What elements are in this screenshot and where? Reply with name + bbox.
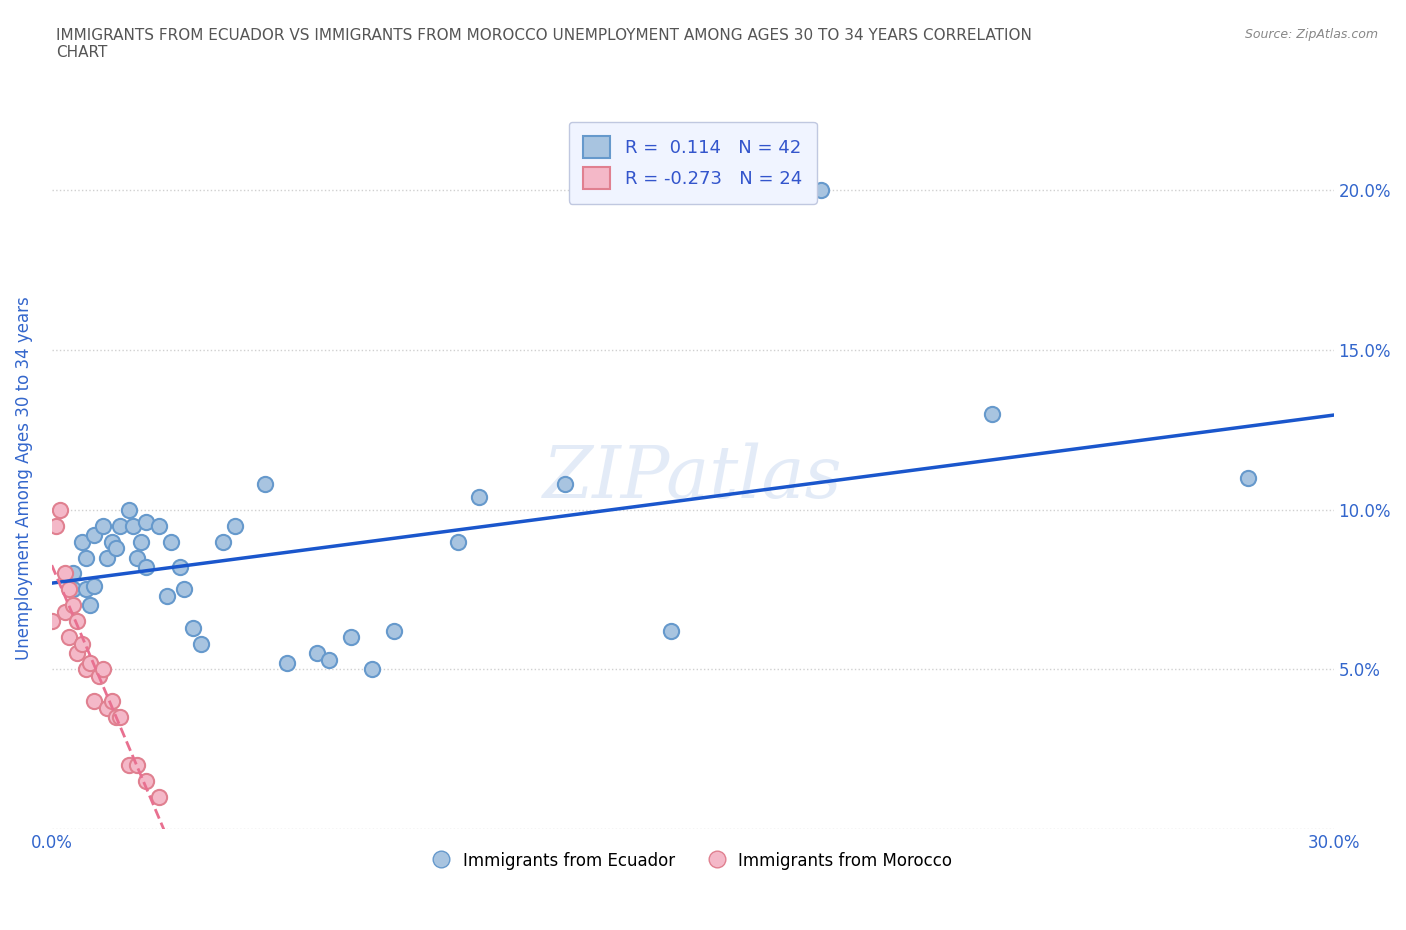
- Immigrants from Morocco: [83, 694, 105, 709]
- Immigrants from Ecuador: [1237, 471, 1260, 485]
- Immigrants from Ecuador: [148, 518, 170, 533]
- Immigrants from Morocco: [70, 636, 93, 651]
- Immigrants from Ecuador: [75, 582, 97, 597]
- Immigrants from Morocco: [87, 668, 110, 683]
- Immigrants from Ecuador: [254, 477, 277, 492]
- Immigrants from Ecuador: [173, 582, 195, 597]
- Immigrants from Morocco: [118, 758, 141, 773]
- Immigrants from Ecuador: [659, 623, 682, 638]
- Immigrants from Ecuador: [276, 656, 298, 671]
- Immigrants from Morocco: [53, 566, 76, 581]
- Legend: Immigrants from Ecuador, Immigrants from Morocco: Immigrants from Ecuador, Immigrants from…: [426, 845, 959, 877]
- Immigrants from Ecuador: [361, 662, 384, 677]
- Immigrants from Ecuador: [70, 534, 93, 549]
- Immigrants from Ecuador: [181, 620, 204, 635]
- Immigrants from Morocco: [66, 645, 89, 660]
- Immigrants from Morocco: [45, 518, 67, 533]
- Immigrants from Ecuador: [156, 589, 179, 604]
- Immigrants from Morocco: [91, 662, 114, 677]
- Immigrants from Ecuador: [104, 540, 127, 555]
- Immigrants from Ecuador: [91, 518, 114, 533]
- Immigrants from Morocco: [58, 582, 80, 597]
- Immigrants from Morocco: [148, 790, 170, 804]
- Immigrants from Ecuador: [169, 560, 191, 575]
- Immigrants from Ecuador: [127, 550, 149, 565]
- Immigrants from Ecuador: [224, 518, 246, 533]
- Text: Source: ZipAtlas.com: Source: ZipAtlas.com: [1244, 28, 1378, 41]
- Immigrants from Ecuador: [305, 645, 328, 660]
- Immigrants from Morocco: [75, 662, 97, 677]
- Immigrants from Ecuador: [100, 534, 122, 549]
- Immigrants from Ecuador: [83, 527, 105, 542]
- Immigrants from Ecuador: [810, 183, 832, 198]
- Immigrants from Ecuador: [62, 582, 84, 597]
- Immigrants from Morocco: [96, 700, 118, 715]
- Immigrants from Ecuador: [96, 550, 118, 565]
- Immigrants from Morocco: [62, 598, 84, 613]
- Immigrants from Ecuador: [75, 550, 97, 565]
- Y-axis label: Unemployment Among Ages 30 to 34 years: Unemployment Among Ages 30 to 34 years: [15, 296, 32, 659]
- Immigrants from Morocco: [41, 614, 63, 629]
- Immigrants from Morocco: [104, 710, 127, 724]
- Immigrants from Morocco: [108, 710, 131, 724]
- Immigrants from Ecuador: [62, 566, 84, 581]
- Immigrants from Ecuador: [79, 598, 101, 613]
- Immigrants from Ecuador: [211, 534, 233, 549]
- Immigrants from Ecuador: [468, 489, 491, 504]
- Immigrants from Ecuador: [118, 502, 141, 517]
- Immigrants from Ecuador: [190, 636, 212, 651]
- Immigrants from Ecuador: [447, 534, 470, 549]
- Immigrants from Morocco: [135, 774, 157, 789]
- Immigrants from Ecuador: [108, 518, 131, 533]
- Immigrants from Ecuador: [83, 578, 105, 593]
- Immigrants from Ecuador: [553, 477, 575, 492]
- Immigrants from Morocco: [53, 604, 76, 619]
- Immigrants from Ecuador: [122, 518, 145, 533]
- Immigrants from Ecuador: [340, 630, 363, 644]
- Immigrants from Morocco: [127, 758, 149, 773]
- Immigrants from Ecuador: [980, 406, 1002, 421]
- Immigrants from Ecuador: [135, 560, 157, 575]
- Immigrants from Ecuador: [318, 652, 340, 667]
- Immigrants from Ecuador: [382, 623, 405, 638]
- Text: IMMIGRANTS FROM ECUADOR VS IMMIGRANTS FROM MOROCCO UNEMPLOYMENT AMONG AGES 30 TO: IMMIGRANTS FROM ECUADOR VS IMMIGRANTS FR…: [56, 28, 1032, 60]
- Immigrants from Morocco: [49, 502, 72, 517]
- Immigrants from Morocco: [66, 614, 89, 629]
- Immigrants from Morocco: [100, 694, 122, 709]
- Text: ZIPatlas: ZIPatlas: [543, 443, 842, 513]
- Immigrants from Ecuador: [131, 534, 153, 549]
- Immigrants from Ecuador: [135, 515, 157, 530]
- Immigrants from Morocco: [58, 630, 80, 644]
- Immigrants from Morocco: [79, 656, 101, 671]
- Immigrants from Ecuador: [160, 534, 183, 549]
